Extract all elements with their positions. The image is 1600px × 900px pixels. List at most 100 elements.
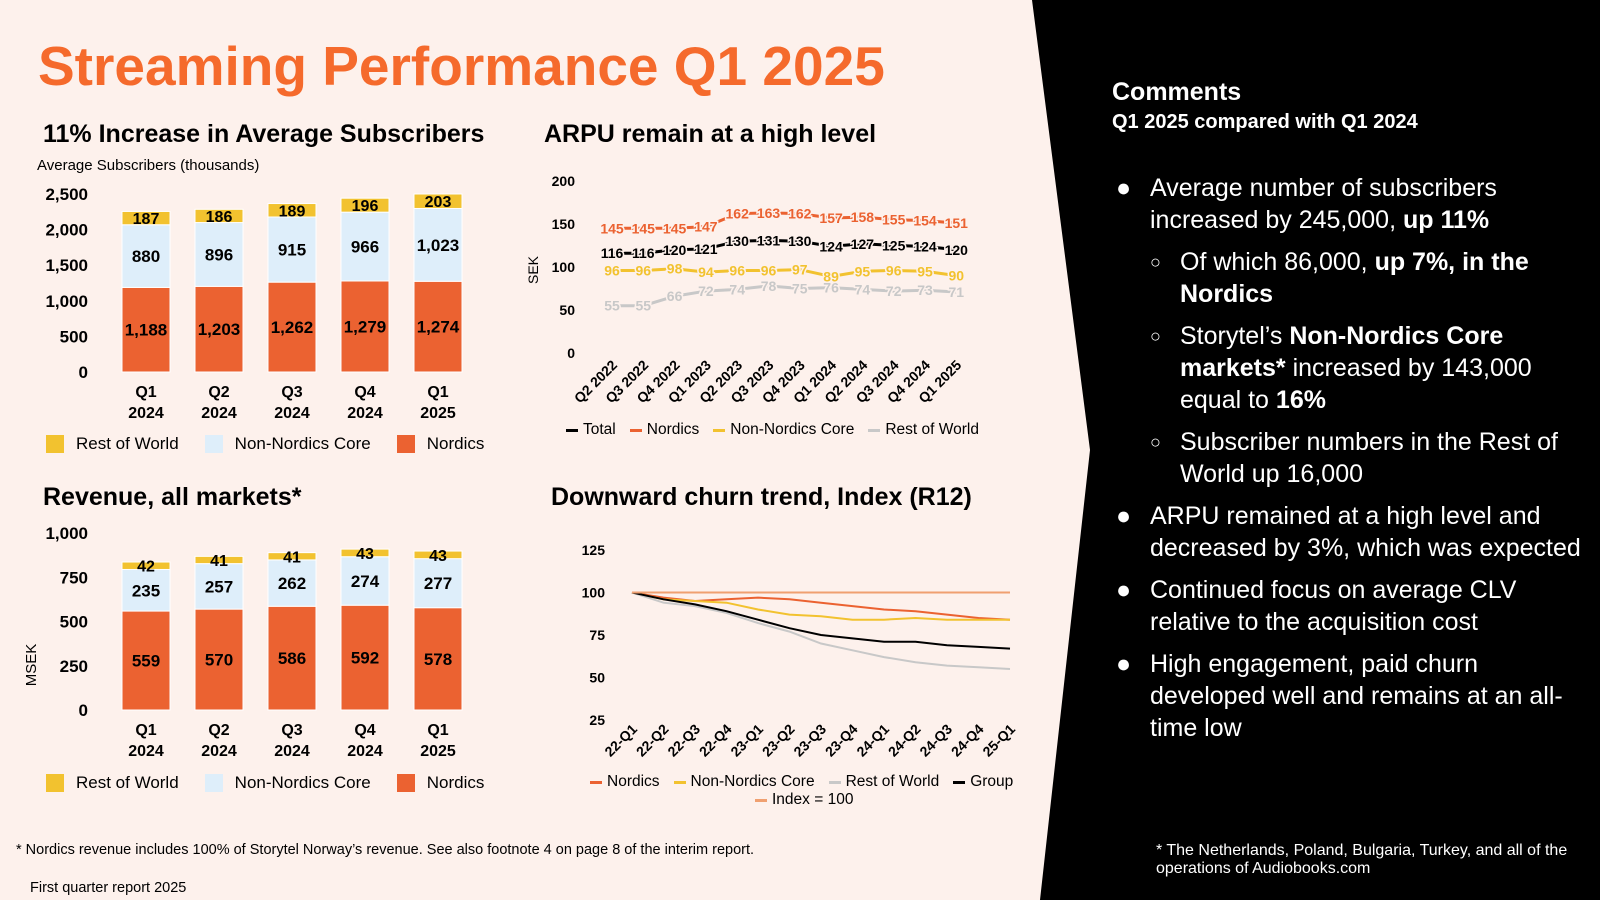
point-data-label: 76	[823, 280, 839, 296]
y-tick-label: 1,000	[45, 524, 88, 543]
point-data-label: 95	[917, 263, 933, 279]
legend-item-non-nordics-core: Non-Nordics Core	[204, 434, 371, 454]
point-data-label: 116	[601, 245, 624, 261]
x-tick-label: 23-Q3	[790, 721, 829, 760]
point-data-label: 72	[886, 283, 902, 299]
x-tick-label: 2024	[128, 743, 164, 760]
bullet-icon: ●	[1116, 174, 1132, 202]
point-data-label: 96	[886, 262, 902, 278]
bar-segment	[194, 555, 244, 565]
comment-churn: ● High engagement, paid churn developed …	[1116, 650, 1563, 742]
bar-data-label: 1,203	[198, 320, 241, 339]
x-tick-label: Q1	[135, 722, 156, 739]
x-tick-label: Q4	[354, 722, 375, 739]
churn-chart-title: Downward churn trend, Index (R12)	[551, 483, 972, 511]
y-axis-title: SEK	[525, 255, 541, 284]
bar-data-label: 196	[352, 198, 379, 215]
y-tick-label: 75	[589, 627, 605, 643]
comment-subscribers: ● Average number of subscribers increase…	[1116, 174, 1497, 234]
legend-item-non-nordics-core: Non-Nordics Core	[204, 773, 371, 793]
point-data-label: 94	[698, 264, 714, 280]
x-tick-label: 2024	[201, 743, 237, 760]
revenue-legend: Rest of World Non-Nordics Core Nordics	[46, 773, 510, 793]
bar-data-label: 570	[205, 651, 233, 670]
x-tick-label: 23-Q2	[759, 721, 798, 760]
point-data-label: 120	[945, 242, 969, 258]
series-line	[612, 238, 957, 255]
comment-clv: ● Continued focus on average CLV relativ…	[1116, 576, 1517, 636]
point-data-label: 162	[726, 206, 750, 222]
bar-data-label: 41	[210, 553, 228, 570]
y-tick-label: 1,000	[45, 292, 88, 311]
point-data-label: 96	[636, 262, 652, 278]
bar-data-label: 966	[351, 238, 379, 257]
series-line	[612, 284, 957, 308]
bar-data-label: 1,274	[417, 318, 460, 337]
y-tick-label: 25	[589, 712, 605, 728]
legend-item-nordics: Nordics	[629, 421, 699, 439]
churn-legend: Nordics Non-Nordics Core Rest of World G…	[590, 773, 1030, 809]
bar-data-label: 187	[133, 211, 160, 228]
point-data-label: 151	[945, 215, 969, 231]
bar-segment	[121, 286, 171, 373]
bar-data-label: 41	[283, 549, 301, 566]
y-tick-label: 500	[60, 613, 88, 632]
point-data-label: 71	[949, 284, 965, 300]
point-data-label: 124	[913, 238, 937, 254]
x-tick-label: 2025	[420, 743, 456, 760]
y-tick-label: 2,000	[45, 221, 88, 240]
bar-segment	[413, 280, 463, 373]
legend-item-non-nordics-core: Non-Nordics Core	[713, 421, 854, 439]
point-data-label: 157	[819, 210, 843, 226]
legend-item-index-100: Index = 100	[755, 791, 853, 809]
bar-data-label: 1,023	[417, 236, 460, 255]
legend-item-group: Group	[953, 773, 1013, 791]
y-tick-label: 0	[79, 701, 88, 720]
bar-data-label: 1,262	[271, 318, 314, 337]
bar-segment	[413, 207, 463, 282]
bar-data-label: 203	[425, 194, 452, 211]
x-tick-label: 24-Q1	[853, 721, 892, 760]
point-data-label: 125	[882, 238, 906, 254]
bullet-icon: ●	[1116, 650, 1132, 678]
y-tick-label: 1,500	[45, 256, 88, 275]
legend-item-total: Total	[566, 421, 616, 439]
legend-item-rest-of-world: Rest of World	[46, 434, 179, 454]
point-data-label: 95	[855, 263, 871, 279]
comment-rest-of-world: ○ Subscriber numbers in the Rest of Worl…	[1150, 428, 1558, 488]
bar-data-label: 586	[278, 649, 306, 668]
bar-data-label: 592	[351, 649, 379, 668]
legend-item-nordics: Nordics	[396, 434, 484, 454]
x-tick-label: Q3	[281, 722, 302, 739]
bar-segment	[340, 197, 390, 213]
bar-data-label: 43	[429, 548, 447, 565]
x-tick-label: 25-Q1	[979, 721, 1018, 760]
x-tick-label: Q3	[281, 384, 302, 401]
y-tick-label: 500	[60, 327, 88, 346]
x-tick-label: 22-Q1	[601, 721, 640, 760]
bar-data-label: 186	[206, 209, 233, 226]
comments-heading: Comments	[1112, 78, 1242, 106]
y-tick-label: 150	[552, 216, 576, 232]
x-tick-label: 2024	[347, 405, 383, 422]
point-data-label: 97	[792, 262, 808, 278]
y-axis-title: MSEK	[23, 644, 40, 687]
point-data-label: 163	[757, 205, 781, 221]
y-tick-label: 125	[582, 542, 606, 558]
series-line	[631, 591, 1010, 621]
markets-footnote: * The Netherlands, Poland, Bulgaria, Tur…	[1156, 842, 1568, 877]
point-data-label: 74	[855, 281, 871, 297]
bar-data-label: 189	[279, 203, 306, 220]
bar-segment	[267, 559, 317, 607]
bar-segment	[194, 285, 244, 373]
x-tick-label: Q1	[135, 384, 156, 401]
y-tick-label: 50	[559, 302, 575, 318]
legend-item-rest-of-world: Rest of World	[46, 773, 179, 793]
x-tick-label: Q2	[208, 384, 229, 401]
y-tick-label: 200	[552, 173, 576, 189]
point-data-label: 147	[694, 219, 718, 235]
legend-item-nordics: Nordics	[590, 773, 660, 791]
bar-data-label: 1,279	[344, 317, 387, 336]
bar-segment	[340, 548, 390, 558]
